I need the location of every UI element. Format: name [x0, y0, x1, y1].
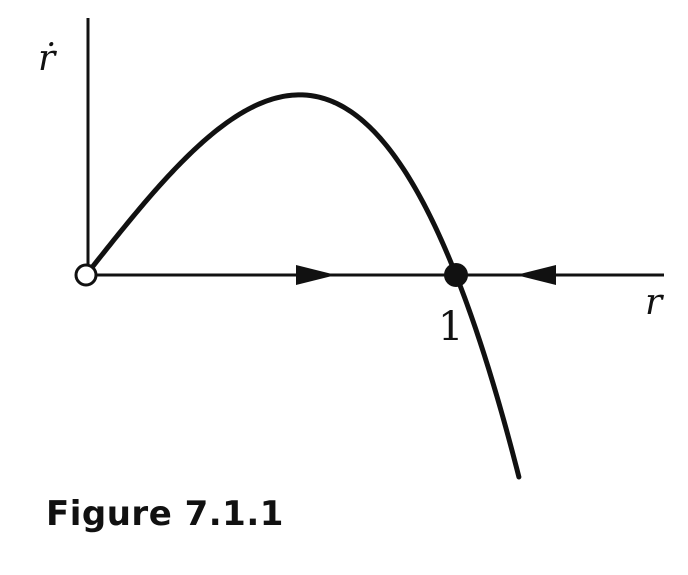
phase-curve — [83, 92, 522, 480]
x-axis-label: r — [645, 282, 664, 323]
flow-arrow-right — [296, 265, 336, 285]
unstable-fixed-point — [74, 263, 98, 287]
stable-fixed-point — [444, 263, 468, 287]
y-axis-label: ṙ — [38, 38, 57, 79]
figure-caption: Figure 7.1.1 — [46, 494, 284, 534]
fixed-point-label: 1 — [438, 304, 463, 350]
flow-arrow-left — [516, 265, 556, 285]
